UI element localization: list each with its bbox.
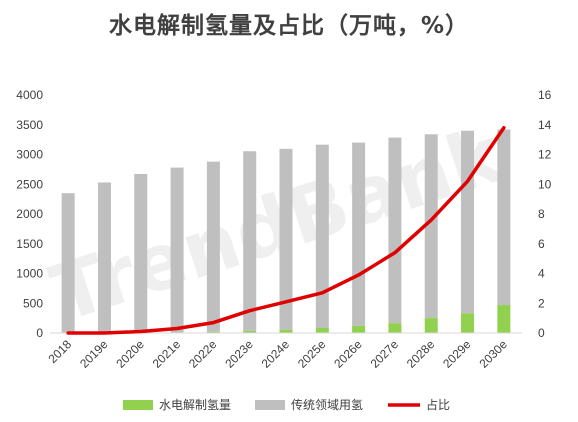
left-y-tick: 0	[36, 326, 43, 340]
left-y-tick: 500	[23, 296, 43, 310]
left-y-tick: 4000	[16, 88, 43, 102]
x-tick: 2023e	[222, 337, 256, 371]
legend-swatch-electrolysis	[123, 400, 153, 410]
x-tick: 2026e	[331, 337, 365, 371]
chart-title: 水电解制氢量及占比（万吨，%）	[108, 13, 470, 39]
x-tick: 2030e	[476, 337, 510, 371]
legend-swatch-traditional	[255, 400, 285, 410]
right-y-tick: 10	[538, 177, 552, 191]
x-tick: 2019e	[77, 337, 111, 371]
right-y-tick: 6	[538, 237, 545, 251]
legend-label-traditional: 传统领域用氢	[291, 397, 363, 412]
legend-label-electrolysis: 水电解制氢量	[159, 397, 231, 412]
left-y-tick: 3000	[16, 148, 43, 162]
bar-electrolysis-2025e	[315, 327, 329, 333]
bar-electrolysis-2022e	[206, 331, 220, 333]
bar-traditional-2022e	[206, 161, 220, 332]
right-y-tick: 4	[538, 267, 545, 281]
legend: 水电解制氢量 传统领域用氢 占比	[123, 397, 450, 412]
watermark-text: TrendBank	[41, 110, 515, 341]
right-y-tick: 2	[538, 296, 545, 310]
series-line-ratio	[66, 125, 506, 335]
bar-electrolysis-2029e	[461, 313, 475, 333]
left-y-tick: 3500	[16, 118, 43, 132]
bar-electrolysis-2030e	[497, 305, 511, 333]
legend-label-ratio: 占比	[426, 397, 450, 412]
bar-electrolysis-2026e	[352, 325, 366, 333]
bars-group	[61, 129, 511, 333]
bar-traditional-2020e	[134, 173, 148, 333]
x-tick: 2025e	[295, 337, 329, 371]
bar-traditional-2027e	[388, 137, 402, 324]
left-y-tick: 2500	[16, 177, 43, 191]
bar-traditional-2025e	[315, 144, 329, 328]
bar-traditional-2030e	[497, 129, 511, 306]
x-tick: 2029e	[440, 337, 474, 371]
right-y-tick: 16	[538, 88, 552, 102]
bar-traditional-2018	[61, 193, 75, 333]
right-y-tick: 14	[538, 118, 552, 132]
left-y-tick: 1500	[16, 237, 43, 251]
right-y-tick: 0	[538, 326, 545, 340]
x-tick: 2024e	[259, 337, 293, 371]
x-tick: 2018	[45, 337, 74, 366]
bar-traditional-2028e	[424, 134, 438, 319]
bar-electrolysis-2027e	[388, 323, 402, 333]
x-tick: 2022e	[186, 337, 220, 371]
x-tick: 2021e	[150, 337, 184, 371]
bar-electrolysis-2023e	[243, 330, 257, 333]
right-y-axis: 0 2 4 6 8 10 12 14 16	[538, 88, 552, 340]
x-axis: 2018 2019e 2020e 2021e 2022e 2023e 2024e 2025e 2…	[45, 337, 510, 371]
bar-electrolysis-2024e	[279, 329, 293, 333]
left-y-tick: 1000	[16, 267, 43, 281]
bar-electrolysis-2028e	[424, 318, 438, 333]
bar-traditional-2019e	[97, 182, 111, 333]
bar-traditional-2029e	[461, 130, 475, 314]
x-tick: 2020e	[113, 337, 147, 371]
x-tick: 2028e	[404, 337, 438, 371]
bar-traditional-2021e	[170, 167, 184, 333]
right-y-tick: 8	[538, 207, 545, 221]
left-y-axis: 0 500 1000 1500 2000 2500 3000 3500 4000	[16, 88, 43, 340]
bar-traditional-2024e	[279, 148, 293, 330]
bar-traditional-2023e	[243, 151, 257, 331]
x-tick: 2027e	[368, 337, 402, 371]
right-y-tick: 12	[538, 148, 552, 162]
left-y-tick: 2000	[16, 207, 43, 221]
bar-traditional-2026e	[352, 142, 366, 326]
